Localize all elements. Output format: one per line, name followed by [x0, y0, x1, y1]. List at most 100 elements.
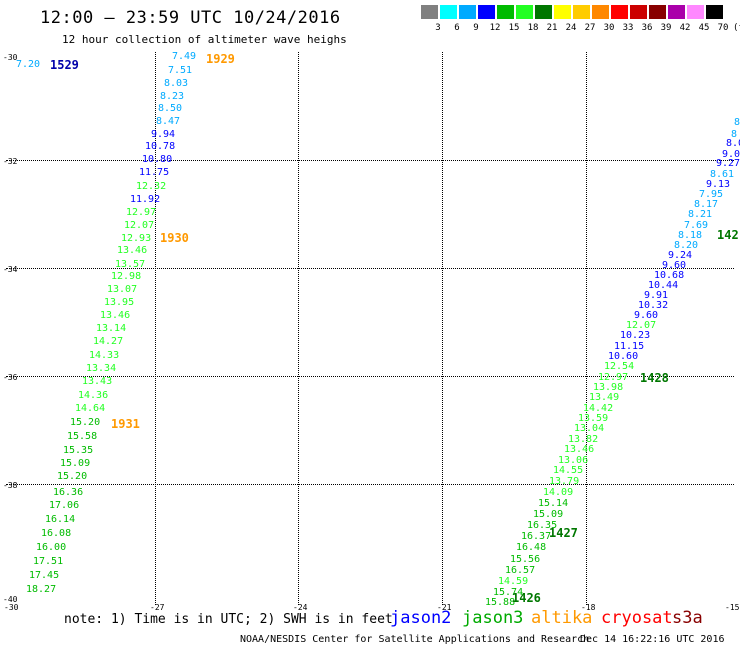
wave-height-value: 15.56 — [510, 554, 541, 565]
wave-height-value: 11.92 — [130, 194, 161, 205]
longitude-label: -27 — [150, 603, 165, 612]
legend-swatch — [630, 5, 647, 19]
legend-label: 39 — [660, 23, 672, 33]
pass-time-label: 1426 — [512, 591, 541, 605]
wave-height-value: 13.43 — [82, 376, 113, 387]
legend-swatch — [478, 5, 495, 19]
wave-height-value: 13.34 — [86, 363, 117, 374]
page-title: 12:00 — 23:59 UTC 10/24/2016 — [40, 8, 341, 28]
wave-height-value: 7.69 — [684, 220, 709, 231]
wave-height-value: 12.07 — [626, 320, 657, 331]
wave-height-value: 13.79 — [549, 476, 580, 487]
legend-swatch — [421, 5, 438, 19]
wave-height-value: 17.06 — [49, 500, 80, 511]
wave-height-value: 8.47 — [156, 116, 181, 127]
legend-label: 15 — [508, 23, 520, 33]
wave-height-value: 14.64 — [75, 403, 106, 414]
wave-height-value: 10.80 — [142, 154, 173, 165]
wave-height-value: 9.13 — [706, 179, 731, 190]
legend-swatch — [497, 5, 514, 19]
wave-height-value: 8.0 — [726, 138, 740, 149]
longitude-label: -24 — [293, 603, 308, 612]
wave-height-value: 13.57 — [115, 259, 146, 270]
wave-height-value: 9.91 — [644, 290, 669, 301]
wave-height-value: 10.23 — [620, 330, 651, 341]
wave-height-value: 15.74 — [493, 587, 524, 598]
latitude-label: -34 — [3, 265, 18, 274]
legend-label: 42 — [679, 23, 691, 33]
wave-height-value: 9.27 — [716, 158, 740, 169]
longitude-label: -21 — [437, 603, 452, 612]
wave-height-value: 7.49 — [172, 51, 197, 62]
satellite-name: jason3 — [462, 608, 524, 628]
wave-height-value: 14.33 — [89, 350, 120, 361]
wave-height-value: 7.20 — [16, 59, 41, 70]
longitude-label: -30 — [4, 603, 19, 612]
longitude-gridline — [586, 52, 587, 605]
legend-swatch — [459, 5, 476, 19]
latitude-label: -38 — [3, 481, 18, 490]
legend-swatch — [649, 5, 666, 19]
wave-height-value: 13.46 — [100, 310, 131, 321]
wave-height-value: 13.49 — [589, 392, 620, 403]
latitude-label: -40 — [3, 595, 18, 604]
legend-label: 6 — [454, 23, 460, 33]
wave-height-value: 15.88 — [485, 597, 516, 608]
wave-height-value: 9.0 — [722, 149, 740, 160]
legend-label: 9 — [473, 23, 479, 33]
wave-height-value: 13.06 — [558, 455, 589, 466]
wave-height-value: 16.14 — [45, 514, 76, 525]
credit-text: NOAA/NESDIS Center for Satellite Applica… — [240, 634, 590, 645]
note-text: note: 1) Time is in UTC; 2) SWH is in fe… — [64, 612, 393, 627]
wave-height-value: 13.07 — [107, 284, 138, 295]
wave-height-value: 16.36 — [53, 487, 84, 498]
legend-swatch — [668, 5, 685, 19]
wave-height-value: 14.27 — [93, 336, 124, 347]
wave-height-value: 14.59 — [498, 576, 529, 587]
wave-height-value: 15.35 — [63, 445, 94, 456]
wave-height-value: 15.20 — [70, 417, 101, 428]
wave-height-value: 13.82 — [568, 434, 599, 445]
longitude-label: -18 — [581, 603, 596, 612]
wave-height-value: 16.37 — [521, 531, 552, 542]
timestamp: Dec 14 16:22:16 UTC 2016 — [580, 634, 725, 645]
pass-time-label: 1929 — [206, 52, 235, 66]
wave-height-value: 9.60 — [662, 260, 687, 271]
latitude-gridline — [6, 268, 734, 269]
pass-time-label: 1427 — [549, 526, 578, 540]
wave-height-value: 7.95 — [699, 189, 724, 200]
wave-height-value: 15.20 — [57, 471, 88, 482]
longitude-gridline — [442, 52, 443, 605]
wave-height-value: 16.48 — [516, 542, 547, 553]
wave-height-value: 8.21 — [688, 209, 713, 220]
wave-height-value: 12.07 — [124, 220, 155, 231]
pass-time-label: 1930 — [160, 231, 189, 245]
wave-height-value: 11.15 — [614, 341, 645, 352]
legend-label: 3 — [435, 23, 441, 33]
wave-height-value: 10.78 — [145, 141, 176, 152]
wave-height-value: 8.03 — [164, 78, 189, 89]
pass-time-label: 1428 — [640, 371, 669, 385]
legend-label: 36 — [641, 23, 653, 33]
longitude-gridline — [155, 52, 156, 605]
legend-label: 30 — [603, 23, 615, 33]
legend-label: (ft) — [733, 23, 740, 33]
wave-height-value: 8.20 — [674, 240, 699, 251]
legend-swatch — [706, 5, 723, 19]
wave-height-value: 12.97 — [126, 207, 157, 218]
pass-time-label: 142 — [717, 228, 739, 242]
wave-height-value: 13.46 — [564, 444, 595, 455]
satellite-name: cryosat — [601, 608, 673, 628]
wave-height-value: 9.60 — [634, 310, 659, 321]
wave-height-value: 13.04 — [574, 423, 605, 434]
wave-height-value: 8.50 — [158, 103, 183, 114]
wave-height-value: 15.14 — [538, 498, 569, 509]
wave-height-value: 7.51 — [168, 65, 193, 76]
legend-swatch — [611, 5, 628, 19]
legend-label: 18 — [527, 23, 539, 33]
legend-swatch — [573, 5, 590, 19]
latitude-label: -36 — [3, 373, 18, 382]
wave-height-value: 14.42 — [583, 403, 614, 414]
wave-height-value: 8.17 — [694, 199, 719, 210]
latitude-gridline — [6, 160, 734, 161]
